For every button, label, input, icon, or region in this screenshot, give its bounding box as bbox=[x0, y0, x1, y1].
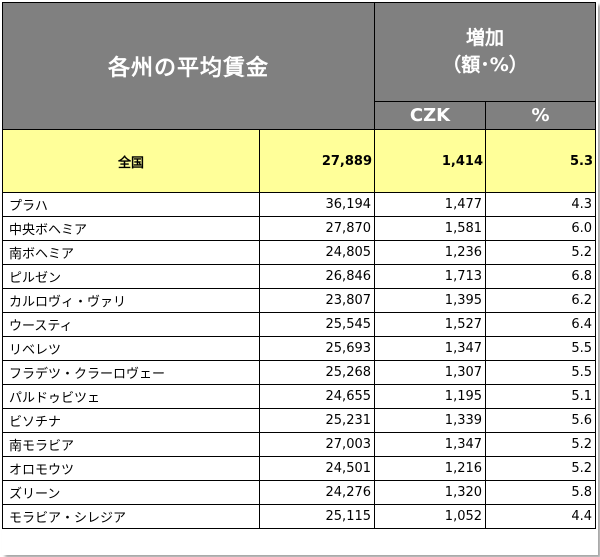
increase-pct: 5.8 bbox=[485, 480, 597, 505]
region-name: 南ボヘミア bbox=[2, 240, 260, 265]
region-name: オロモウツ bbox=[2, 456, 260, 481]
region-name: 中央ボヘミア bbox=[2, 216, 260, 241]
increase-czk: 1,477 bbox=[374, 192, 487, 217]
table-row: ウースティ 25,545 1,527 6.4 bbox=[2, 312, 597, 337]
increase-czk: 1,347 bbox=[374, 432, 487, 457]
national-wage: 27,889 bbox=[258, 129, 376, 193]
average-wage: 25,545 bbox=[258, 312, 376, 337]
average-wage: 24,805 bbox=[258, 240, 376, 265]
increase-czk: 1,713 bbox=[374, 264, 487, 289]
region-name: ピルゼン bbox=[2, 264, 260, 289]
average-wage: 24,276 bbox=[258, 480, 376, 505]
national-increase-pct: 5.3 bbox=[485, 129, 597, 193]
average-wage: 23,807 bbox=[258, 288, 376, 313]
increase-pct: 4.3 bbox=[485, 192, 597, 217]
increase-pct: 6.4 bbox=[485, 312, 597, 337]
increase-pct: 6.0 bbox=[485, 216, 597, 241]
average-wage: 25,115 bbox=[258, 504, 376, 529]
unit-pct-header: % bbox=[485, 101, 597, 130]
increase-pct: 5.2 bbox=[485, 456, 597, 481]
table-row: カルロヴィ・ヴァリ 23,807 1,395 6.2 bbox=[2, 288, 597, 313]
region-name: モラビア・シレジア bbox=[2, 504, 260, 529]
region-name: ズリーン bbox=[2, 480, 260, 505]
increase-czk: 1,236 bbox=[374, 240, 487, 265]
average-wage: 25,231 bbox=[258, 408, 376, 433]
increase-header: 増加 （額･%） bbox=[374, 2, 597, 102]
average-wage: 26,846 bbox=[258, 264, 376, 289]
increase-pct: 5.5 bbox=[485, 336, 597, 361]
table-row: パルドゥビツェ 24,655 1,195 5.1 bbox=[2, 384, 597, 409]
national-row: 全国 27,889 1,414 5.3 bbox=[2, 129, 597, 193]
increase-pct: 5.1 bbox=[485, 384, 597, 409]
average-wage: 36,194 bbox=[258, 192, 376, 217]
region-name: ビソチナ bbox=[2, 408, 260, 433]
table-title: 各州の平均賃金 bbox=[1, 2, 376, 130]
table-row: 南ボヘミア 24,805 1,236 5.2 bbox=[2, 240, 597, 265]
increase-czk: 1,395 bbox=[374, 288, 487, 313]
increase-pct: 5.2 bbox=[485, 240, 597, 265]
region-name: フラデツ・クラーロヴェー bbox=[2, 360, 260, 385]
average-wage: 24,501 bbox=[258, 456, 376, 481]
increase-czk: 1,195 bbox=[374, 384, 487, 409]
increase-header-line1: 増加 bbox=[466, 27, 505, 49]
national-label: 全国 bbox=[2, 129, 260, 193]
increase-czk: 1,347 bbox=[374, 336, 487, 361]
increase-czk: 1,527 bbox=[374, 312, 487, 337]
increase-czk: 1,216 bbox=[374, 456, 487, 481]
increase-header-line2: （額･%） bbox=[442, 54, 528, 76]
table-row: オロモウツ 24,501 1,216 5.2 bbox=[2, 456, 597, 481]
table-row: フラデツ・クラーロヴェー 25,268 1,307 5.5 bbox=[2, 360, 597, 385]
increase-czk: 1,307 bbox=[374, 360, 487, 385]
table-row: ピルゼン 26,846 1,713 6.8 bbox=[2, 264, 597, 289]
region-name: カルロヴィ・ヴァリ bbox=[2, 288, 260, 313]
region-name: リベレツ bbox=[2, 336, 260, 361]
increase-pct: 4.4 bbox=[485, 504, 597, 529]
unit-czk-header: CZK bbox=[374, 101, 487, 130]
increase-czk: 1,339 bbox=[374, 408, 487, 433]
region-name: ウースティ bbox=[2, 312, 260, 337]
regional-wage-table: 各州の平均賃金 増加 （額･%） CZK % 全国 27,889 1,414 5… bbox=[1, 2, 597, 529]
increase-pct: 6.8 bbox=[485, 264, 597, 289]
table-row: ズリーン 24,276 1,320 5.8 bbox=[2, 480, 597, 505]
average-wage: 25,268 bbox=[258, 360, 376, 385]
average-wage: 27,870 bbox=[258, 216, 376, 241]
increase-pct: 5.5 bbox=[485, 360, 597, 385]
table-row: 中央ボヘミア 27,870 1,581 6.0 bbox=[2, 216, 597, 241]
increase-czk: 1,052 bbox=[374, 504, 487, 529]
region-name: 南モラビア bbox=[2, 432, 260, 457]
header-row-main: 各州の平均賃金 増加 （額･%） bbox=[1, 2, 597, 130]
average-wage: 27,003 bbox=[258, 432, 376, 457]
increase-pct: 5.2 bbox=[485, 432, 597, 457]
increase-pct: 5.6 bbox=[485, 408, 597, 433]
average-wage: 24,655 bbox=[258, 384, 376, 409]
increase-czk: 1,581 bbox=[374, 216, 487, 241]
header-row-units: CZK % bbox=[3, 101, 597, 130]
table-row: プラハ 36,194 1,477 4.3 bbox=[2, 192, 597, 217]
table-row: リベレツ 25,693 1,347 5.5 bbox=[2, 336, 597, 361]
region-name: プラハ bbox=[2, 192, 260, 217]
national-increase-czk: 1,414 bbox=[374, 129, 487, 193]
increase-pct: 6.2 bbox=[485, 288, 597, 313]
table-row: 南モラビア 27,003 1,347 5.2 bbox=[2, 432, 597, 457]
average-wage: 25,693 bbox=[258, 336, 376, 361]
table-row: モラビア・シレジア 25,115 1,052 4.4 bbox=[2, 504, 597, 529]
table-row: ビソチナ 25,231 1,339 5.6 bbox=[2, 408, 597, 433]
region-name: パルドゥビツェ bbox=[2, 384, 260, 409]
increase-czk: 1,320 bbox=[374, 480, 487, 505]
